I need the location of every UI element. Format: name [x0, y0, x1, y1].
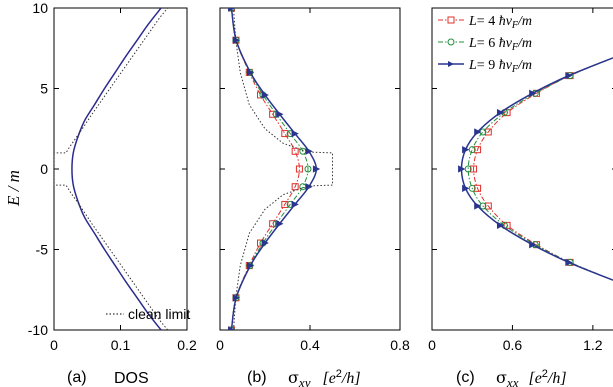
b-xlabel-symbol: σ	[288, 368, 299, 387]
point-marker	[295, 165, 303, 173]
point-marker	[496, 109, 505, 117]
c-xlabel-unit-sup: 2	[542, 368, 548, 380]
caption-c-xlabel: σxx [e2/h]	[496, 368, 567, 387]
c-xlabel-unit-pre: [e	[528, 370, 541, 387]
c-xlabel-sub: xx	[506, 375, 519, 387]
point-marker	[291, 147, 299, 155]
c-xlabel-unit-post: /h]	[547, 370, 567, 387]
legend-label: L= 9 ħvF/m	[468, 58, 532, 75]
series-line	[460, 57, 613, 281]
point-marker	[246, 261, 255, 270]
panel-b-frame	[219, 7, 401, 331]
y-tick-label: -5	[36, 242, 49, 258]
point-marker	[474, 202, 482, 210]
panel-a-series	[54, 8, 169, 330]
series-line	[54, 8, 169, 330]
panel-b-series	[227, 8, 333, 330]
series-clip-group	[227, 8, 333, 330]
series-line	[467, 57, 613, 281]
legend-marker	[447, 16, 455, 24]
point-marker	[458, 165, 466, 173]
caption-a: (a)	[67, 369, 87, 386]
point-marker	[496, 221, 505, 229]
clean-limit-legend-label: clean limit	[128, 306, 190, 322]
panel-a-ticks: 0 0.1 0.2 -10 -5 0 5 10	[28, 0, 197, 353]
x-tick-label: 0.8	[390, 337, 410, 353]
caption-b-xlabel: σxy [e2/h]	[288, 368, 361, 387]
series-line	[233, 8, 333, 330]
point-marker	[474, 146, 482, 154]
point-marker	[484, 128, 492, 136]
caption-b: (b)	[247, 369, 267, 386]
b-xlabel-sub: xy	[298, 375, 311, 387]
x-tick-label: 0.1	[111, 337, 131, 353]
point-marker	[261, 239, 269, 247]
point-marker	[276, 110, 284, 118]
y-tick-label: 10	[32, 0, 48, 16]
point-marker	[529, 241, 537, 249]
x-tick-label: 0	[50, 337, 58, 353]
panel-a-frame	[53, 7, 188, 331]
y-tick-label: 0	[40, 161, 48, 177]
point-marker	[312, 165, 321, 173]
point-marker	[474, 128, 482, 136]
b-xlabel-unit-sup: 2	[336, 368, 342, 380]
panel-c-series	[458, 57, 613, 281]
point-marker	[281, 200, 289, 208]
c-xlabel-symbol: σ	[496, 368, 507, 387]
point-marker	[304, 165, 312, 173]
point-marker	[462, 146, 470, 154]
x-tick-label: 0	[428, 337, 436, 353]
series-line	[230, 8, 318, 330]
legend-label: L= 4 ħvF/m	[468, 14, 532, 31]
legend-marker	[447, 38, 455, 46]
point-marker	[281, 130, 289, 138]
point-marker	[529, 89, 537, 97]
legend: L= 4 ħvF/m L= 6 ħvF/m L= 9 ħvF/m	[438, 14, 532, 75]
legend-label: L= 6 ħvF/m	[468, 36, 532, 53]
series-clip-group	[54, 8, 169, 330]
y-tick-label: -10	[28, 322, 48, 338]
point-marker	[565, 258, 573, 267]
point-marker	[565, 71, 573, 80]
x-tick-label: 0.4	[300, 337, 320, 353]
point-marker	[291, 200, 299, 209]
point-marker	[462, 184, 470, 192]
point-marker	[484, 202, 492, 210]
series-line	[473, 57, 613, 281]
point-marker	[291, 183, 299, 191]
point-marker	[228, 326, 236, 330]
b-xlabel-unit-post: /h]	[341, 370, 361, 387]
panel-c-ticks: 0 0.6 1.2	[428, 7, 613, 353]
point-marker	[291, 129, 299, 138]
caption-a-xlabel: DOS	[114, 370, 149, 387]
y-tick-label: 5	[40, 81, 48, 97]
point-marker	[470, 165, 478, 173]
point-marker	[305, 183, 313, 191]
point-marker	[232, 36, 241, 44]
x-tick-label: 0	[216, 337, 224, 353]
y-axis-label: E / m	[4, 170, 23, 207]
series-line	[230, 8, 300, 330]
legend-marker	[448, 61, 454, 67]
b-xlabel-unit-pre: [e	[322, 370, 335, 387]
x-tick-label: 0.2	[177, 337, 197, 353]
series-line	[71, 8, 162, 330]
point-marker	[246, 68, 255, 77]
caption-c: (c)	[456, 369, 475, 386]
series-clip-group	[458, 57, 613, 281]
x-tick-label: 0.6	[503, 337, 523, 353]
point-marker	[228, 8, 236, 12]
point-marker	[474, 184, 482, 192]
x-tick-label: 1.2	[583, 337, 603, 353]
point-marker	[261, 91, 269, 99]
point-marker	[276, 220, 284, 228]
panel-b-ticks: 0 0.4 0.8	[216, 7, 410, 353]
